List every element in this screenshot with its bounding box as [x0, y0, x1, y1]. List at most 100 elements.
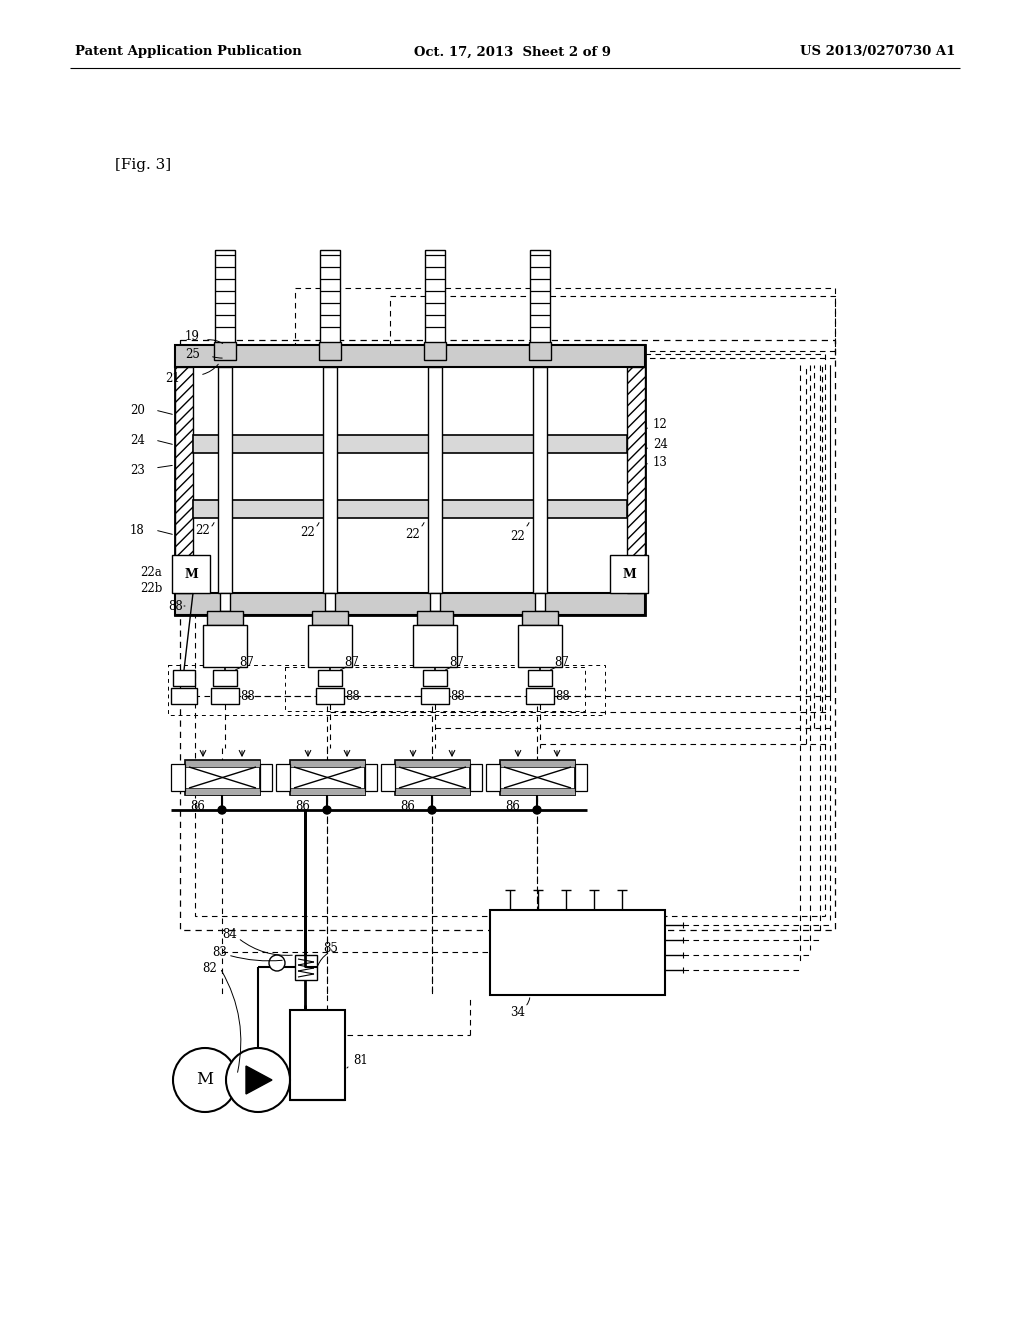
Bar — [260, 764, 272, 791]
Bar — [365, 764, 377, 791]
Bar — [295, 288, 835, 358]
Text: 24: 24 — [653, 438, 668, 451]
Text: 88: 88 — [555, 689, 569, 702]
Polygon shape — [246, 1067, 272, 1094]
Text: 25: 25 — [185, 348, 200, 362]
Text: 23: 23 — [130, 463, 144, 477]
Bar — [486, 764, 500, 791]
Text: M: M — [184, 568, 198, 581]
Text: 22a: 22a — [140, 565, 162, 578]
Bar — [195, 354, 825, 916]
Bar — [193, 436, 627, 453]
Bar — [185, 788, 260, 795]
Circle shape — [218, 807, 226, 814]
Bar — [312, 611, 348, 624]
Bar — [528, 671, 552, 686]
Text: Oct. 17, 2013  Sheet 2 of 9: Oct. 17, 2013 Sheet 2 of 9 — [414, 45, 610, 58]
Bar — [470, 764, 482, 791]
Bar — [285, 667, 585, 711]
Bar — [395, 760, 470, 767]
Text: 21: 21 — [165, 371, 180, 384]
Bar — [290, 760, 365, 795]
Bar — [218, 367, 232, 593]
Text: 18: 18 — [130, 524, 144, 536]
Text: 13: 13 — [653, 455, 668, 469]
Bar — [193, 500, 627, 517]
Text: 88: 88 — [168, 599, 182, 612]
Text: 34: 34 — [510, 1006, 525, 1019]
Text: 19: 19 — [185, 330, 200, 342]
Bar — [500, 760, 575, 795]
Text: 82: 82 — [202, 961, 217, 974]
Bar — [175, 593, 645, 615]
Text: 88: 88 — [345, 689, 359, 702]
Bar — [535, 593, 545, 611]
Text: 22: 22 — [195, 524, 210, 536]
Text: 87: 87 — [239, 656, 254, 668]
Text: 86: 86 — [505, 800, 520, 813]
Bar — [575, 764, 587, 791]
Bar — [530, 249, 550, 345]
Bar — [214, 342, 236, 360]
Bar — [610, 554, 648, 593]
Circle shape — [323, 807, 331, 814]
Bar — [180, 341, 835, 931]
Text: 87: 87 — [554, 656, 569, 668]
Bar — [534, 367, 547, 593]
Text: M: M — [623, 568, 636, 581]
Bar — [175, 345, 645, 615]
Text: 83: 83 — [212, 945, 227, 958]
Bar — [220, 593, 230, 611]
Bar — [522, 611, 558, 624]
Bar — [316, 688, 344, 704]
Circle shape — [269, 954, 285, 972]
Bar — [319, 249, 340, 345]
Bar — [172, 554, 210, 593]
Bar — [173, 671, 195, 686]
Text: 22: 22 — [300, 525, 314, 539]
Circle shape — [428, 807, 436, 814]
Text: 84: 84 — [222, 928, 237, 941]
Bar — [421, 688, 449, 704]
Bar — [207, 611, 243, 624]
Bar — [213, 671, 237, 686]
Text: 87: 87 — [344, 656, 358, 668]
Bar — [490, 909, 665, 995]
Bar — [175, 367, 193, 593]
Bar — [423, 671, 447, 686]
Text: 87: 87 — [449, 656, 464, 668]
Bar — [175, 345, 645, 367]
Bar — [526, 688, 554, 704]
Text: 20: 20 — [130, 404, 144, 417]
Text: 22: 22 — [510, 529, 524, 543]
Bar — [390, 296, 835, 351]
Text: US 2013/0270730 A1: US 2013/0270730 A1 — [800, 45, 955, 58]
Text: 86: 86 — [190, 800, 205, 813]
Text: 81: 81 — [353, 1053, 368, 1067]
Bar — [395, 760, 470, 795]
Bar — [211, 688, 239, 704]
Text: 86: 86 — [295, 800, 310, 813]
Text: Patent Application Publication: Patent Application Publication — [75, 45, 302, 58]
Bar — [381, 764, 395, 791]
Text: 85: 85 — [323, 941, 338, 954]
Bar — [323, 367, 337, 593]
Text: 22: 22 — [406, 528, 420, 540]
Bar — [417, 611, 453, 624]
Bar — [430, 593, 440, 611]
Text: 88: 88 — [450, 689, 465, 702]
Bar — [168, 665, 605, 715]
Bar — [290, 1010, 345, 1100]
Text: 86: 86 — [400, 800, 415, 813]
Circle shape — [173, 1048, 237, 1111]
Bar — [424, 342, 446, 360]
Bar — [428, 367, 442, 593]
Bar — [395, 788, 470, 795]
Text: 22b: 22b — [140, 582, 163, 594]
Text: M: M — [197, 1072, 214, 1089]
Bar — [185, 760, 260, 795]
Bar — [518, 624, 562, 667]
Bar — [500, 788, 575, 795]
Text: 88: 88 — [240, 689, 255, 702]
Bar — [295, 954, 317, 979]
